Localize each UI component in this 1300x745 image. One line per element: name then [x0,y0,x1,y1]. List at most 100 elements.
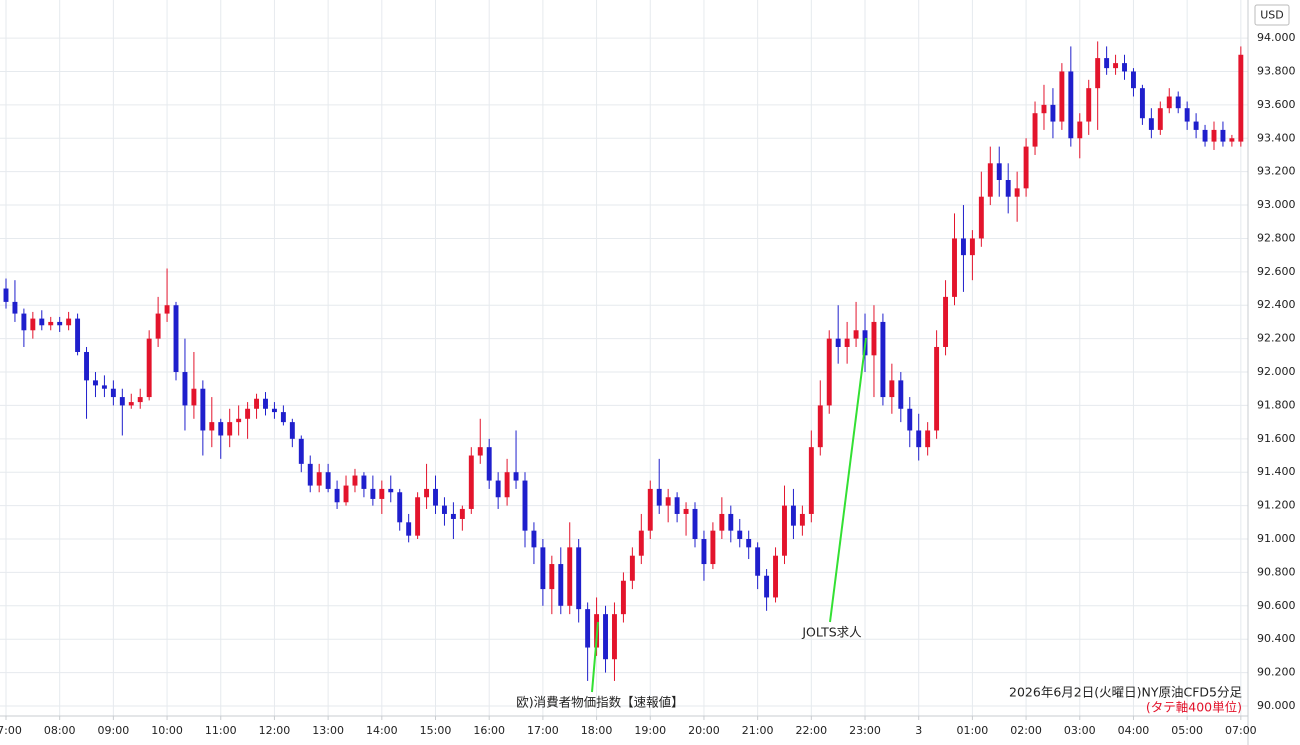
candle-body [567,547,573,606]
candle-body [656,488,662,506]
x-tick-label: 03:00 [1064,724,1096,737]
candle-body [1229,138,1235,142]
candle-body [39,318,45,326]
annotation-line [591,621,599,693]
candle-body [853,330,859,339]
candle-body [1086,88,1092,122]
candle-body [683,508,689,514]
candle-body [907,408,913,431]
y-tick-label: 92.200 [1257,332,1296,345]
candle-body [844,338,850,347]
y-tick-label: 90.600 [1257,599,1296,612]
candle-body [558,564,564,606]
candle-body [1104,58,1110,69]
candle-body [835,338,841,347]
x-tick-label: 21:00 [742,724,774,737]
candle-body [1238,54,1244,142]
candle-body [146,338,152,398]
x-tick-label: 05:00 [1171,724,1203,737]
candle-body [84,351,89,381]
x-tick-label: 3 [915,724,922,737]
candle-body [1166,96,1172,109]
candle-body [782,505,787,556]
x-tick-label: 01:00 [957,724,989,737]
y-tick-label: 91.400 [1257,465,1296,478]
candle-body [433,488,438,506]
candle-body [1041,104,1047,114]
candle-body [307,463,313,486]
candle-body [119,397,125,406]
candle-body [397,492,403,523]
candle-body [1211,129,1217,142]
candle-body [93,380,98,386]
chart-subtitle: (タテ軸400単位) [1146,700,1242,715]
chart-title: 2026年6月2日(火曜日)NY原油CFD5分足 [1009,685,1242,700]
candle-body [406,522,412,536]
candle-body [1113,63,1119,69]
candle-body [477,447,483,456]
x-tick-label: 02:00 [1010,724,1042,737]
candle-body [549,564,555,590]
candle-body [370,488,376,499]
axes: 90.000 90.200 90.400 90.600 90.800 91.000 91.2… [0,31,1296,737]
candle-body [647,488,653,531]
x-tick-label: 22:00 [795,724,827,737]
candle-body [522,480,528,531]
candle-body [101,385,107,389]
candle-body [1005,180,1011,197]
y-tick-label: 91.000 [1257,532,1296,545]
x-tick-label: 08:00 [44,724,76,737]
y-tick-label: 90.000 [1257,699,1296,712]
candle-body [280,412,286,423]
candle-body [182,372,188,406]
x-tick-label: 07:00 [1225,724,1257,737]
y-tick-label: 91.800 [1257,398,1296,411]
candle-body [289,422,295,439]
candle-body [254,398,260,409]
candle-body [1184,108,1190,122]
candle-body [969,238,975,256]
candle-body [316,472,322,486]
candle-body [871,321,877,356]
candle-body [352,475,358,486]
candle-body [638,530,644,556]
candle-body [486,447,492,481]
candle-body [379,488,385,499]
x-tick-label: 20:00 [688,724,720,737]
candle-body [1131,71,1136,89]
candle-body [137,397,143,403]
candle-body [603,614,608,660]
candle-body [996,163,1002,181]
candle-body [325,472,331,489]
candle-body [48,321,54,326]
candle-body [826,338,832,406]
candle-body [978,196,984,239]
candle-body [1095,58,1101,89]
candle-body [808,447,814,514]
x-tick-label: 16:00 [473,724,505,737]
candle-body [925,430,931,448]
x-tick-label: 15:00 [420,724,452,737]
candle-body [1059,71,1065,122]
x-tick-label: 18:00 [581,724,613,737]
candle-body [764,575,770,598]
candle-body [898,380,904,409]
y-tick-label: 90.800 [1257,565,1296,578]
candle-body [612,614,617,660]
candle-body [495,480,501,498]
candle-body [737,530,743,540]
candle-body [531,530,537,548]
y-tick-label: 92.600 [1257,265,1296,278]
candle-body [236,418,242,423]
y-tick-label: 92.800 [1257,231,1296,244]
candle-body [66,318,72,326]
candle-body [30,318,36,331]
candle-body [755,547,761,576]
candles [3,41,1244,681]
candle-body [952,238,957,297]
candle-body [1077,121,1083,139]
y-tick-label: 92.000 [1257,365,1296,378]
candle-body [57,321,63,326]
y-tick-label: 90.400 [1257,632,1296,645]
candle-body [3,288,9,302]
